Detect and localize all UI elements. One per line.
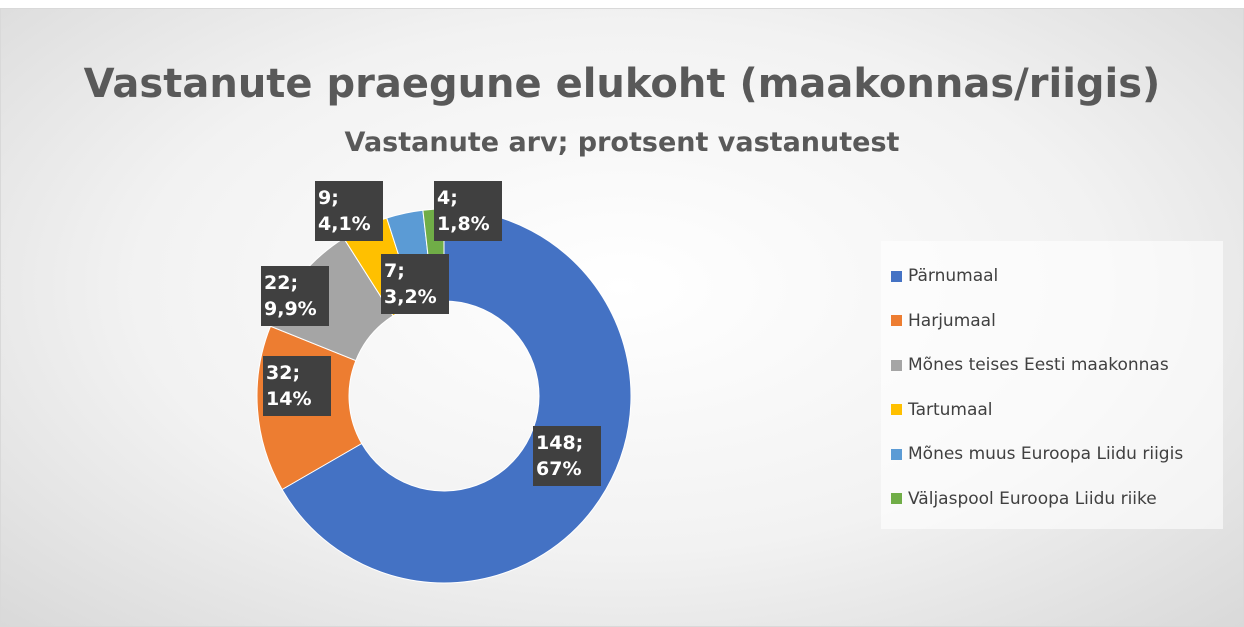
legend-swatch [891,359,902,371]
legend-label: Mõnes teises Eesti maakonnas [908,355,1169,375]
legend-swatch [891,315,902,326]
data-label: 148; 67% [533,426,601,486]
legend-label: Mõnes muus Euroopa Liidu riigis [908,444,1184,464]
legend-swatch [891,493,902,504]
legend-item: Väljaspool Euroopa Liidu riike [891,489,1157,509]
chart-subtitle: Vastanute arv; protsent vastanutest [344,127,900,158]
legend-item: Mõnes teises Eesti maakonnas [891,355,1169,375]
data-label: 9; 4,1% [315,181,383,241]
legend-item: Tartumaal [891,400,993,420]
legend: Pärnumaal Harjumaal Mõnes teises Eesti maa… [881,241,1223,529]
legend-swatch [891,448,902,460]
data-label: 32; 14% [263,356,331,416]
legend-swatch [891,270,902,282]
chart: Vastanute praegune elukoht (maakonnas/ri… [0,8,1244,627]
legend-swatch [891,404,902,415]
donut-segment [281,208,632,584]
legend-label: Harjumaal [908,310,996,331]
data-label: 22; 9,9% [261,266,329,326]
legend-item: Mõnes muus Euroopa Liidu riigis [891,444,1183,464]
legend-item: Harjumaal [891,311,996,331]
chart-title: Vastanute praegune elukoht (maakonnas/ri… [83,61,1161,107]
legend-label: Tartumaal [908,399,993,420]
legend-label: Pärnumaal [908,266,999,286]
legend-item: Pärnumaal [891,266,998,286]
data-label: 7; 3,2% [381,254,449,314]
data-label: 4; 1,8% [434,181,502,241]
legend-label: Väljaspool Euroopa Liidu riike [908,488,1157,509]
